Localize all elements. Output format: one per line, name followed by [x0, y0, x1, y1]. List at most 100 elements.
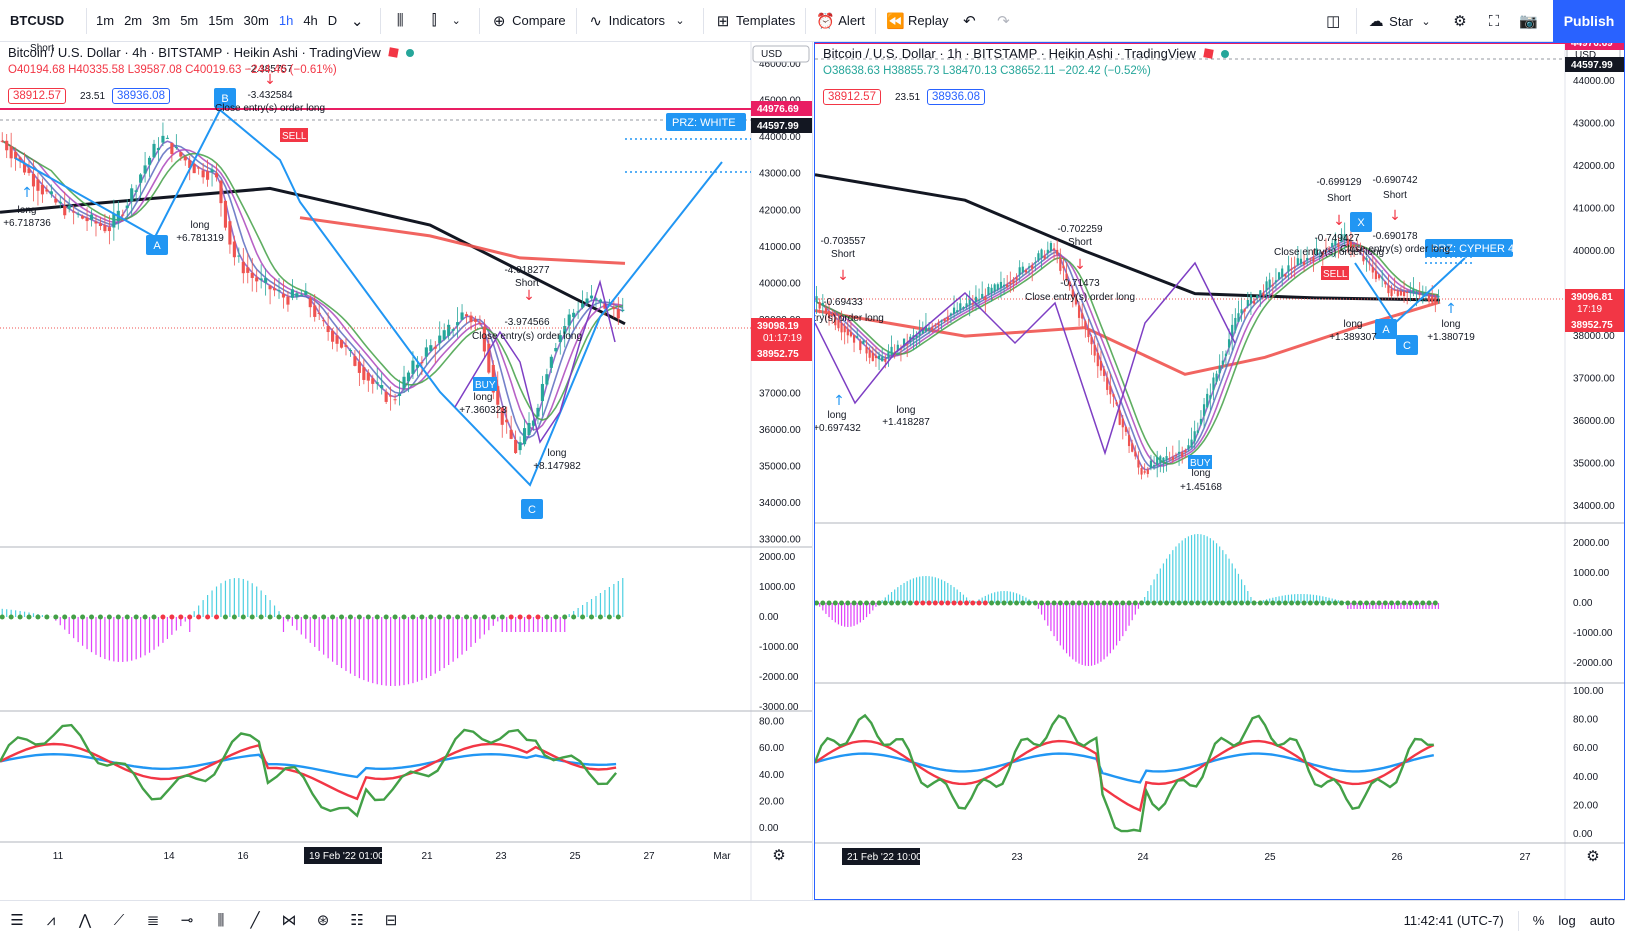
squeeze-dot — [1257, 600, 1263, 606]
candle-body — [505, 419, 509, 423]
squeeze-dot — [124, 614, 130, 620]
bar-style-button[interactable]: ⫼ — [385, 0, 419, 42]
ruler-icon[interactable]: ⊟ — [384, 912, 398, 929]
trade-annotation: -0.690742 — [1372, 175, 1417, 186]
squeeze-dot — [970, 600, 976, 606]
timeframe-15m[interactable]: 15m — [208, 13, 234, 28]
spiral-icon[interactable]: ⊛ — [316, 912, 330, 929]
sell-price-box[interactable]: 38912.57 — [8, 88, 66, 104]
trade-annotation: long — [828, 410, 847, 421]
candle-body — [585, 298, 589, 304]
candle-body — [478, 322, 482, 325]
timeframe-5m[interactable]: 5m — [180, 13, 199, 28]
layout-button[interactable]: ◫ — [1318, 0, 1352, 42]
redo-button[interactable]: ↷ — [988, 0, 1022, 42]
fullscreen-button[interactable]: ⛶ — [1479, 0, 1513, 42]
squeeze-dot — [160, 614, 166, 620]
timeframe-1m[interactable]: 1m — [96, 13, 115, 28]
chart-type-button[interactable]: ⫿ ⌄ — [419, 0, 475, 42]
candle-body — [411, 360, 415, 374]
pattern-point-badge — [1350, 212, 1372, 232]
timeframe-dropdown[interactable]: ⌄ — [342, 0, 376, 42]
candle-body — [899, 348, 903, 350]
timeframe-2m[interactable]: 2m — [124, 13, 143, 28]
candle-body — [554, 347, 558, 352]
trade-annotation: long — [897, 405, 916, 416]
squeeze-dot — [1251, 600, 1257, 606]
x-tick-label: 23 — [495, 851, 507, 862]
timeframe-30m[interactable]: 30m — [243, 13, 269, 28]
candle-body — [464, 314, 469, 317]
chart-pane-right[interactable]: 44000.00 43000.00 42000.00 41000.00 40000.00… — [814, 42, 1625, 900]
candle-body — [815, 296, 818, 303]
candle-body — [884, 359, 887, 362]
squeeze-dot — [1220, 600, 1226, 606]
chart-canvas-right[interactable]: 44000.00 43000.00 42000.00 41000.00 40000.00… — [815, 43, 1624, 899]
list-icon[interactable]: ☷ — [350, 912, 364, 929]
indicators-icon: ∿ — [589, 12, 602, 30]
chart-canvas-left[interactable]: 46000.0045000.0044000.0043000.0042000.00… — [0, 42, 813, 900]
squeeze-dot — [1414, 600, 1420, 606]
candle-body — [1343, 234, 1346, 241]
auto-toggle[interactable]: auto — [1589, 913, 1615, 928]
squeeze-dot — [1357, 600, 1363, 606]
percent-toggle[interactable]: % — [1532, 913, 1545, 928]
star-button[interactable]: ☁ Star ⌄ — [1361, 0, 1445, 42]
horizontal-line-icon[interactable]: ⊸ — [180, 912, 194, 929]
hist-tick-label: 2000.00 — [1573, 538, 1610, 549]
sell-price-box[interactable]: 38912.57 — [823, 89, 881, 105]
candle-body — [924, 325, 928, 332]
menu-icon[interactable]: ☰ — [10, 912, 24, 929]
trade-annotation: long — [1192, 468, 1211, 479]
oscillator-line — [0, 723, 618, 818]
candle-body — [1359, 252, 1362, 254]
trend-icon[interactable]: ⩘ — [46, 911, 56, 929]
alert-button[interactable]: ⏰ Alert — [810, 0, 871, 42]
bars-tool-icon[interactable]: ⫼ — [217, 911, 225, 929]
compare-button[interactable]: ⊕ Compare — [484, 0, 571, 42]
candle-body — [179, 152, 183, 157]
candle-body — [1315, 248, 1318, 256]
squeeze-dot — [1201, 600, 1207, 606]
fib-icon[interactable]: ≣ — [146, 912, 160, 929]
snapshot-button[interactable]: 📷 — [1513, 0, 1547, 42]
squeeze-dot — [1107, 600, 1113, 606]
candle-body — [1168, 458, 1171, 460]
squeeze-dot — [0, 614, 5, 620]
log-toggle[interactable]: log — [1558, 913, 1576, 928]
ray-icon[interactable]: ╱ — [250, 912, 260, 929]
candle-body — [1287, 265, 1290, 272]
candle-body — [949, 313, 953, 316]
candle-body — [482, 326, 486, 352]
timeframe-3m[interactable]: 3m — [152, 13, 171, 28]
candle-body — [348, 349, 353, 351]
timeframe-4h[interactable]: 4h — [303, 13, 318, 28]
buy-price-box[interactable]: 38936.08 — [112, 88, 170, 104]
candle-body — [1159, 456, 1162, 464]
candle-body — [442, 330, 446, 340]
line-tool-icon[interactable]: ⟋ — [113, 911, 125, 929]
buy-price-box[interactable]: 38936.08 — [927, 89, 985, 105]
chart-pane-left[interactable]: 46000.0045000.0044000.0043000.0042000.00… — [0, 42, 813, 900]
price-badge-text: 38952.75 — [757, 349, 799, 360]
trade-annotation: Short — [1327, 193, 1351, 204]
settings-button[interactable]: ⚙ — [1445, 0, 1479, 42]
replay-button[interactable]: ⏪ Replay — [880, 0, 954, 42]
candle-body — [915, 334, 918, 338]
timeframe-D[interactable]: D — [327, 13, 338, 28]
squeeze-dot — [580, 614, 586, 620]
candle-body — [996, 284, 999, 290]
undo-button[interactable]: ↶ — [954, 0, 988, 42]
currency-label: USD — [761, 49, 782, 60]
squeeze-dot — [1245, 600, 1251, 606]
wave-icon[interactable]: ⋀ — [78, 912, 92, 929]
timeframe-1h[interactable]: 1h — [278, 13, 294, 28]
indicators-button[interactable]: ∿ Indicators ⌄ — [581, 0, 699, 42]
symbol-search[interactable]: BTCUSD — [10, 13, 65, 28]
templates-button[interactable]: ⊞ Templates — [708, 0, 801, 42]
candle-body — [896, 344, 899, 351]
publish-button[interactable]: Publish — [1553, 0, 1625, 42]
pattern-icon[interactable]: ⋈ — [281, 912, 297, 929]
candle-body — [934, 325, 937, 327]
